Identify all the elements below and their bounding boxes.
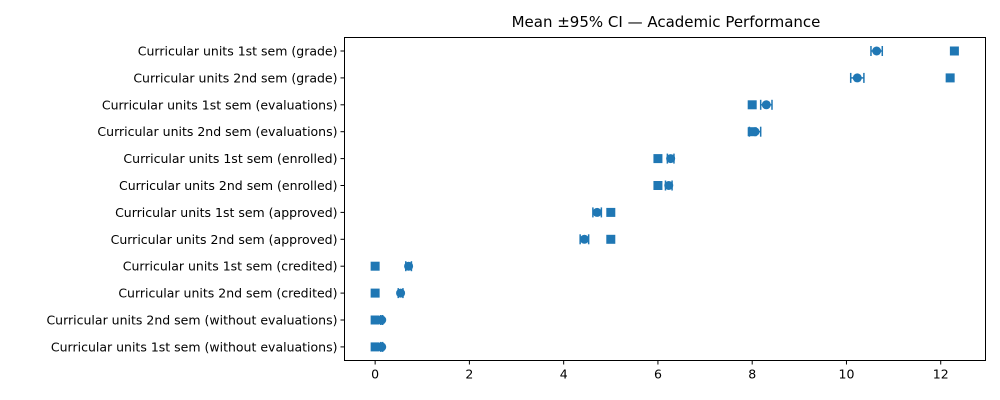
mean-point	[592, 207, 602, 217]
y-tick-label: Curricular units 2nd sem (grade)	[133, 70, 337, 85]
x-tick-label: 2	[465, 367, 473, 382]
median-point	[945, 73, 955, 83]
y-axis: Curricular units 1st sem (grade) Curricul…	[46, 44, 345, 354]
y-tick-label: Curricular units 2nd sem (without evalua…	[46, 313, 337, 328]
mean-point	[664, 181, 674, 190]
y-tick-label: Curricular units 2nd sem (approved)	[111, 232, 338, 247]
y-tick-label: Curricular units 1st sem (evaluations)	[102, 97, 338, 112]
x-tick-label: 4	[560, 367, 568, 382]
median-point	[653, 154, 663, 164]
median-point	[370, 261, 380, 271]
plot-area	[344, 37, 986, 361]
mean-point	[852, 73, 862, 83]
median-point	[606, 234, 616, 244]
x-tick-label: 12	[933, 367, 949, 382]
mean-point	[872, 46, 882, 56]
x-tick-label: 8	[748, 367, 756, 382]
mean-point	[579, 234, 589, 244]
median-point	[370, 342, 380, 352]
x-tick-label: 6	[654, 367, 662, 382]
mean-point	[396, 288, 406, 298]
median-point	[606, 207, 616, 217]
x-tick-label: 10	[839, 367, 855, 382]
mean-point	[666, 154, 676, 164]
median-point	[370, 315, 380, 325]
y-tick-label: Curricular units 1st sem (enrolled)	[123, 151, 337, 166]
x-tick-label: 0	[371, 367, 379, 382]
median-point	[747, 127, 757, 137]
median-point	[949, 46, 959, 56]
y-tick-label: Curricular units 1st sem (credited)	[123, 259, 338, 274]
data-marks	[370, 46, 959, 352]
median-point	[370, 288, 380, 298]
mean-point	[761, 100, 771, 110]
median-point	[653, 181, 663, 190]
y-tick-label: Curricular units 1st sem (grade)	[138, 44, 338, 59]
median-point	[747, 100, 757, 110]
chart-title: Mean ±95% CI — Academic Performance	[512, 13, 821, 31]
y-tick-label: Curricular units 1st sem (without evalua…	[51, 339, 338, 354]
y-tick-label: Curricular units 2nd sem (evaluations)	[97, 124, 337, 139]
y-tick-label: Curricular units 2nd sem (credited)	[118, 286, 337, 301]
mean-point	[404, 261, 414, 271]
y-tick-label: Curricular units 1st sem (approved)	[115, 205, 337, 220]
x-axis: 0 2 4 6 8 10 12	[371, 360, 949, 382]
y-tick-label: Curricular units 2nd sem (enrolled)	[119, 178, 338, 193]
